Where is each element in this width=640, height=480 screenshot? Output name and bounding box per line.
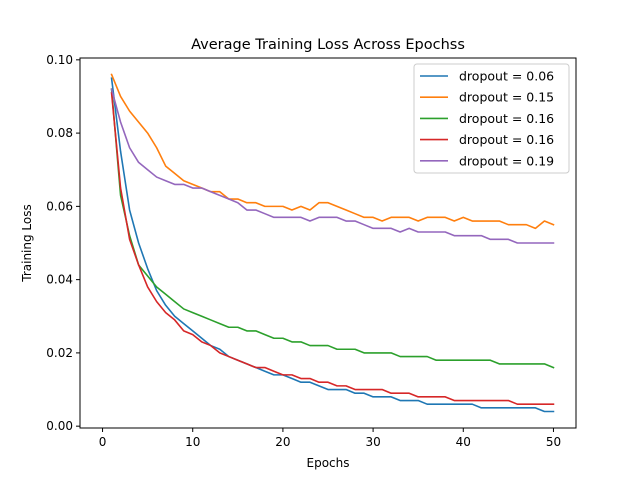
series-line-2 — [110, 73, 555, 230]
y-axis: 0.00 0.02 0.04 0.06 0.08 0.10 — [46, 53, 80, 433]
axes-frame — [79, 57, 577, 429]
x-axis: 0 10 20 30 40 50 — [99, 428, 561, 449]
legend-frame — [413, 63, 570, 174]
y-tick-label: 0.06 — [46, 199, 73, 213]
y-tick-label: 0.02 — [46, 346, 73, 360]
series-line-4 — [110, 91, 555, 405]
y-axis-label: Training Loss — [20, 204, 34, 282]
y-tick-label: 0.04 — [46, 273, 73, 287]
series-line-5 — [110, 88, 555, 244]
legend-label-5: dropout = 0.19 — [459, 153, 554, 168]
x-tick-label: 10 — [185, 435, 200, 449]
y-tick-label: 0.00 — [46, 419, 73, 433]
series-line-3 — [110, 88, 555, 369]
legend-label-3: dropout = 0.16 — [459, 111, 554, 126]
x-tick-label: 30 — [365, 435, 380, 449]
legend: dropout = 0.06 dropout = 0.15 dropout = 0.… — [413, 63, 570, 174]
legend-label-1: dropout = 0.06 — [459, 69, 554, 84]
y-tick-label: 0.08 — [46, 126, 73, 140]
x-tick-label: 50 — [546, 435, 561, 449]
y-tick-label: 0.10 — [46, 53, 73, 67]
series-layer — [110, 73, 555, 413]
x-axis-label: Epochs — [307, 456, 350, 470]
x-tick-label: 40 — [456, 435, 471, 449]
legend-label-2: dropout = 0.15 — [459, 90, 554, 105]
x-tick-label: 20 — [275, 435, 290, 449]
legend-label-4: dropout = 0.16 — [459, 132, 554, 147]
x-tick-label: 0 — [99, 435, 107, 449]
chart-title: Average Training Loss Across Epochss — [191, 37, 465, 53]
legend-items: dropout = 0.06 dropout = 0.15 dropout = 0.… — [420, 69, 554, 168]
series-line-1 — [110, 77, 555, 413]
